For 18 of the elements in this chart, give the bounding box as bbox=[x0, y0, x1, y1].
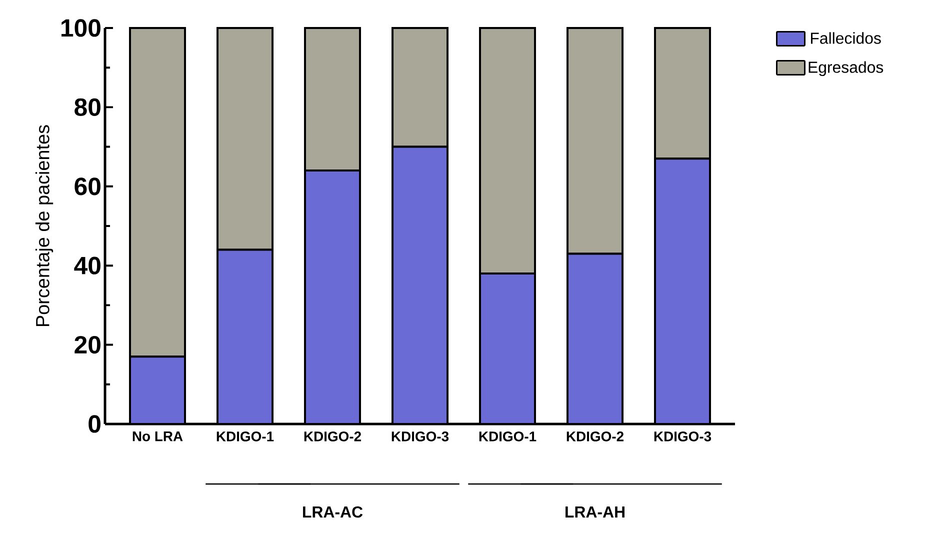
y-tick-label: 100 bbox=[61, 19, 100, 37]
legend-label: Egresados bbox=[808, 61, 884, 76]
x-tick-label: KDIGO-3 bbox=[392, 431, 449, 442]
y-tick-label: 40 bbox=[74, 256, 100, 274]
x-tick-label: No LRA bbox=[132, 432, 183, 442]
y-tick-label: 0 bbox=[88, 415, 100, 433]
x-tick-label: KDIGO-2 bbox=[304, 431, 362, 442]
x-tick-label: KDIGO-2 bbox=[566, 431, 624, 442]
y-tick-label: 60 bbox=[74, 178, 100, 196]
text: LRA-AH bbox=[566, 506, 624, 518]
x-tick-label: KDIGO-1 bbox=[216, 431, 274, 442]
text: LRA-AC bbox=[303, 506, 363, 518]
legend-label: Fallecidos bbox=[811, 32, 881, 44]
x-tick-label: KDIGO-1 bbox=[479, 431, 536, 442]
y-tick-label: 20 bbox=[74, 336, 100, 354]
y-tick-label: 80 bbox=[74, 98, 100, 116]
y-axis-title: Porcentaje de pacientes bbox=[35, 125, 54, 326]
x-tick-label: KDIGO-3 bbox=[654, 431, 712, 442]
